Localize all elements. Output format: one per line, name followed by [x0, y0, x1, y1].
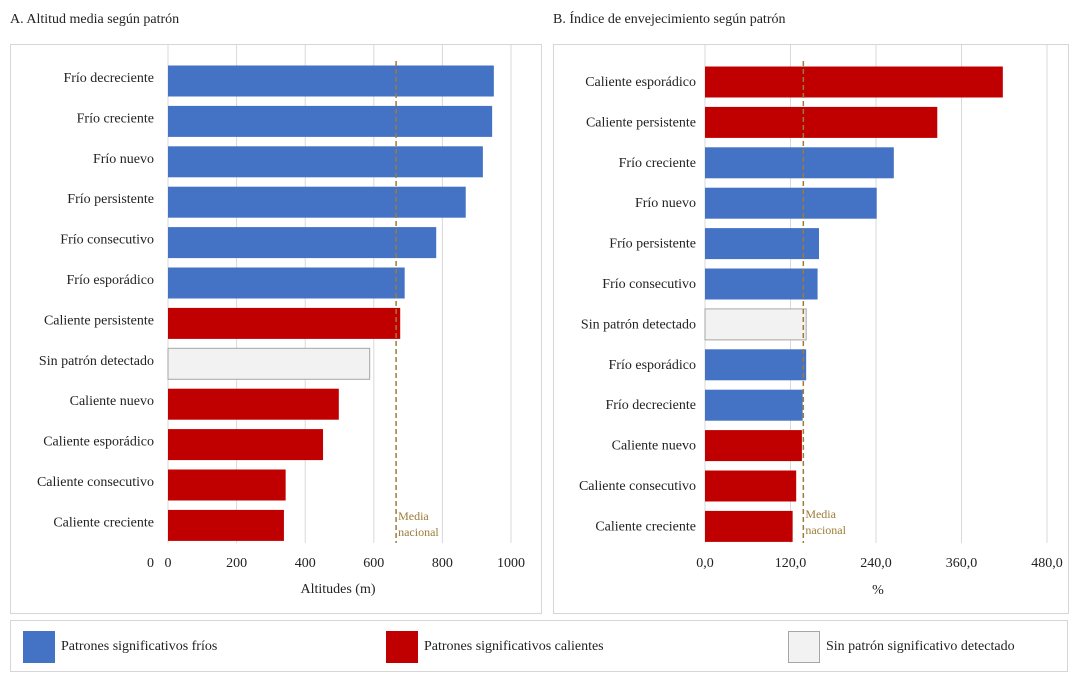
chart-a-panel: Frío decreciente Frío creciente Frío nuevo… [10, 44, 542, 614]
chart-a-bar [168, 105, 493, 137]
legend: Patrones significativos fríos Patrones s… [10, 620, 1068, 672]
legend-item-cold: Patrones significativos fríos [23, 621, 217, 673]
chart-a-category-label: Caliente creciente [53, 515, 154, 530]
chart-b-category-label: Caliente consecutivo [579, 479, 696, 494]
chart-b-bar [705, 268, 818, 300]
chart-b-category-label: Frío persistente [609, 237, 696, 252]
chart-a-tick-label: 800 [432, 556, 453, 571]
chart-a-tick-label: 1000 [497, 556, 525, 571]
chart-a-category-label: Frío persistente [67, 192, 154, 207]
chart-a-category-label: Caliente consecutivo [37, 475, 154, 490]
chart-b-bar [705, 470, 797, 502]
chart-a-bar [168, 388, 339, 420]
chart-a-category-label: Caliente persistente [44, 313, 154, 328]
chart-b-category-label: Frío nuevo [635, 196, 696, 211]
chart-a-bar [168, 509, 284, 541]
legend-label-none: Sin patrón significativo detectado [826, 639, 1015, 654]
chart-b-category-label: Frío consecutivo [602, 277, 696, 292]
chart-b-category-label: Frío decreciente [605, 398, 696, 413]
chart-b-reference-label: nacional [805, 523, 846, 537]
chart-b-bar [704, 308, 807, 341]
legend-label-hot: Patrones significativos calientes [424, 639, 604, 654]
chart-a-bar [168, 267, 405, 299]
chart-b-svg: Caliente esporádico Caliente persistente F… [579, 45, 1063, 598]
chart-b-category-label: Sin patrón detectado [581, 317, 696, 332]
chart-a-category-label: Frío nuevo [93, 152, 154, 167]
chart-a-bar [168, 307, 401, 339]
chart-a-category-label: Sin patrón detectado [39, 354, 154, 369]
chart-b-category-label: Frío creciente [619, 156, 696, 171]
chart-b-category-label: Caliente persistente [586, 115, 696, 130]
chart-b-tick-label: 240,0 [860, 556, 892, 571]
chart-a-tick-label: 600 [363, 556, 384, 571]
chart-b-reference-label: Media [805, 507, 836, 521]
chart-b-bar [705, 349, 807, 381]
legend-swatch-cold [23, 631, 55, 663]
chart-a-reference-label: Media [398, 509, 429, 523]
legend-swatch-hot [386, 631, 418, 663]
chart-b-title: B. Índice de envejecimiento según patrón [553, 12, 786, 27]
chart-a-axis-title: Altitudes (m) [300, 582, 375, 597]
chart-a-category-label: Caliente esporádico [43, 435, 154, 450]
chart-b-panel: Caliente esporádico Caliente persistente F… [553, 44, 1069, 614]
chart-a-category-label: 0 [147, 556, 154, 571]
chart-a-bar [168, 65, 494, 97]
chart-b-bar [705, 228, 819, 260]
chart-b-bar [705, 430, 802, 462]
chart-a-tick-label: 0 [165, 556, 172, 571]
chart-a-bar [168, 186, 466, 218]
chart-b-tick-label: 120,0 [775, 556, 807, 571]
chart-b-bar [705, 147, 894, 179]
chart-b-bar [705, 187, 877, 219]
chart-b-bar [705, 510, 793, 542]
chart-a-bar [168, 227, 437, 259]
legend-item-none: Sin patrón significativo detectado [788, 621, 1015, 673]
legend-swatch-none [788, 631, 820, 663]
chart-b-axis-title: % [872, 583, 884, 598]
chart-a-category-label: Caliente nuevo [70, 394, 154, 409]
chart-b-bar [705, 106, 938, 138]
chart-a-bar [168, 429, 324, 461]
chart-b-bar [705, 66, 1003, 98]
chart-b-category-label: Caliente creciente [595, 519, 696, 534]
chart-b-bar [705, 389, 803, 421]
chart-b-category-label: Caliente nuevo [612, 439, 696, 454]
chart-a-category-label: Frío esporádico [67, 273, 154, 288]
chart-b-tick-label: 0,0 [696, 556, 714, 571]
chart-a-category-label: Frío decreciente [63, 71, 154, 86]
chart-b-category-label: Caliente esporádico [585, 75, 696, 90]
chart-a-svg: Frío decreciente Frío creciente Frío nuevo… [37, 45, 525, 597]
chart-b-tick-label: 360,0 [946, 556, 978, 571]
legend-item-hot: Patrones significativos calientes [386, 621, 604, 673]
chart-a-category-label: Frío consecutivo [60, 233, 154, 248]
chart-a-bar [167, 347, 371, 380]
chart-a-bar [168, 469, 286, 501]
chart-a-reference-label: nacional [398, 525, 439, 539]
legend-label-cold: Patrones significativos fríos [61, 639, 218, 654]
chart-a-tick-label: 400 [295, 556, 316, 571]
chart-a-tick-label: 200 [226, 556, 247, 571]
chart-a-title: A. Altitud media según patrón [10, 12, 180, 27]
chart-b-category-label: Frío esporádico [609, 358, 696, 373]
chart-a-category-label: Frío creciente [77, 111, 154, 126]
chart-b-tick-label: 480,0 [1031, 556, 1063, 571]
chart-a-bar [168, 146, 483, 178]
